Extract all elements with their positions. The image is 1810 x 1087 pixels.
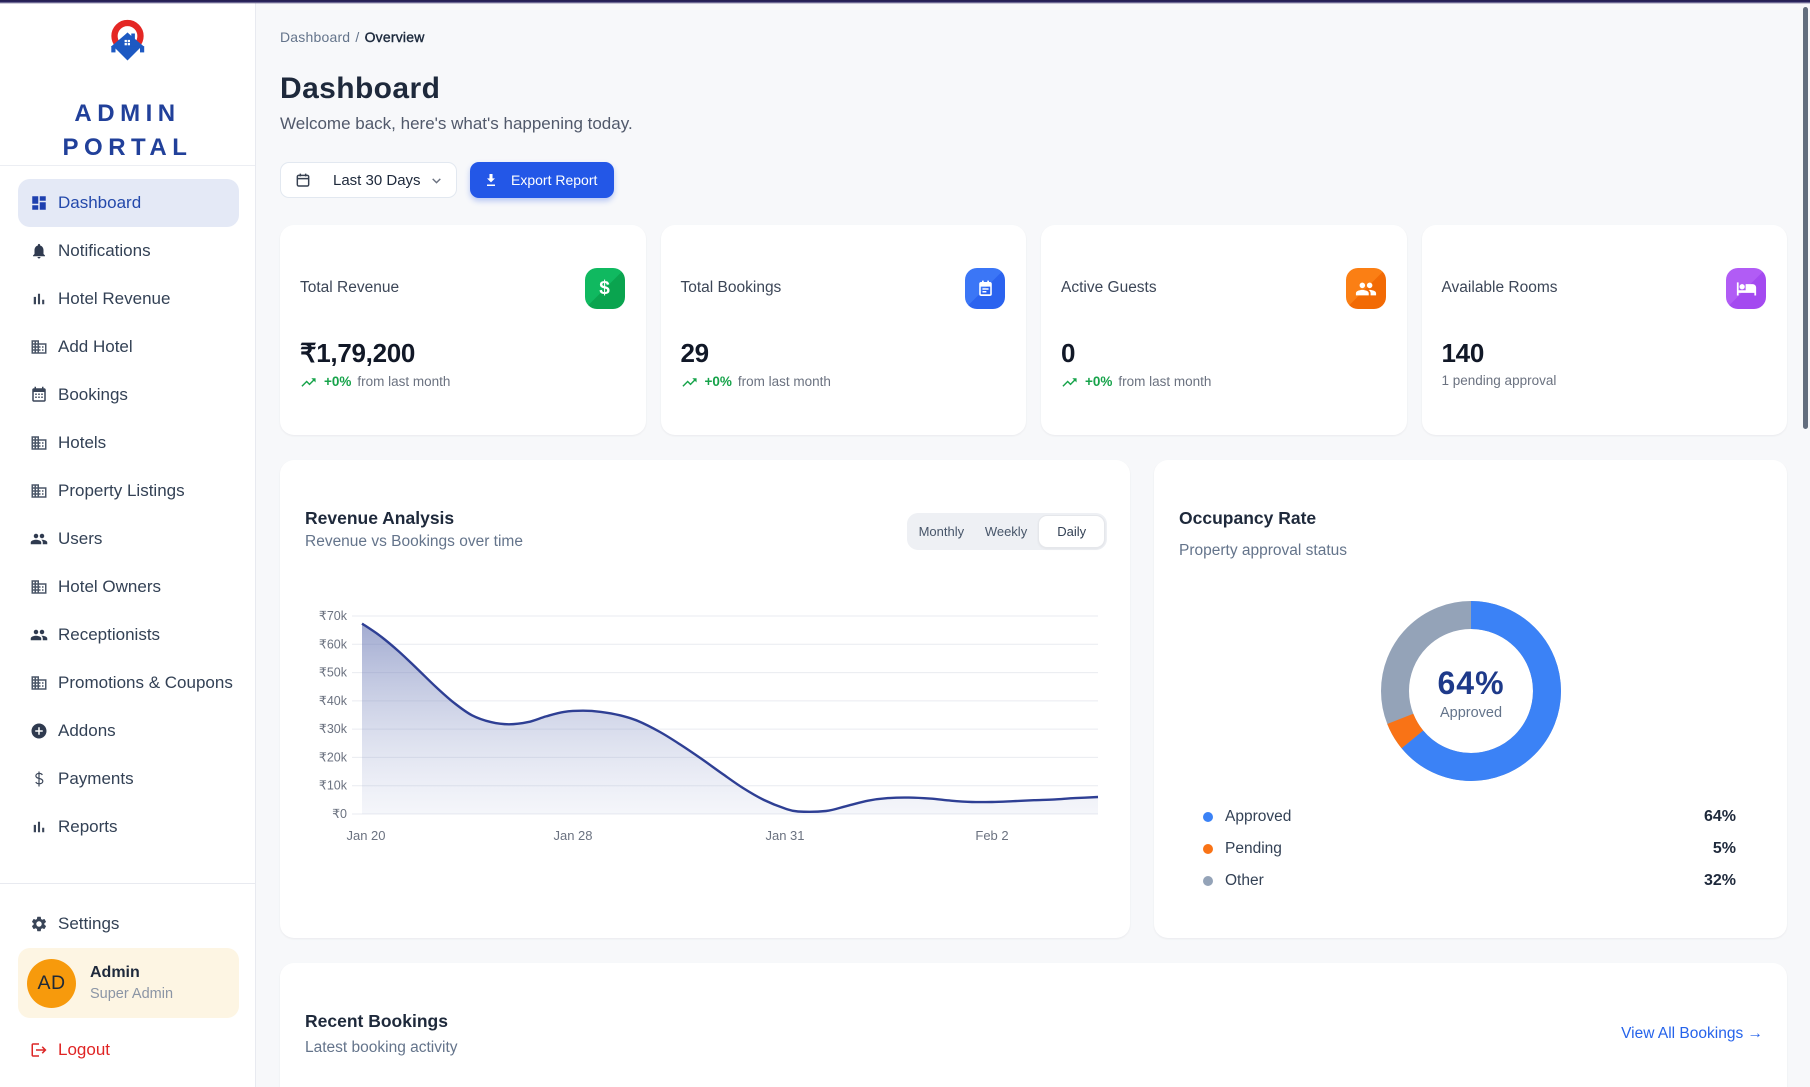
svg-text:₹60k: ₹60k bbox=[319, 637, 348, 651]
svg-text:Jan 28: Jan 28 bbox=[553, 828, 592, 843]
svg-text:₹0: ₹0 bbox=[332, 807, 347, 821]
svg-text:Jan 31: Jan 31 bbox=[765, 828, 804, 843]
svg-text:₹30k: ₹30k bbox=[319, 722, 348, 736]
svg-text:Feb 2: Feb 2 bbox=[975, 828, 1008, 843]
svg-text:₹10k: ₹10k bbox=[319, 779, 348, 793]
svg-text:Jan 20: Jan 20 bbox=[346, 828, 385, 843]
svg-text:₹40k: ₹40k bbox=[319, 694, 348, 708]
svg-text:₹20k: ₹20k bbox=[319, 750, 348, 764]
svg-text:₹70k: ₹70k bbox=[319, 609, 348, 623]
svg-text:₹50k: ₹50k bbox=[319, 666, 348, 680]
